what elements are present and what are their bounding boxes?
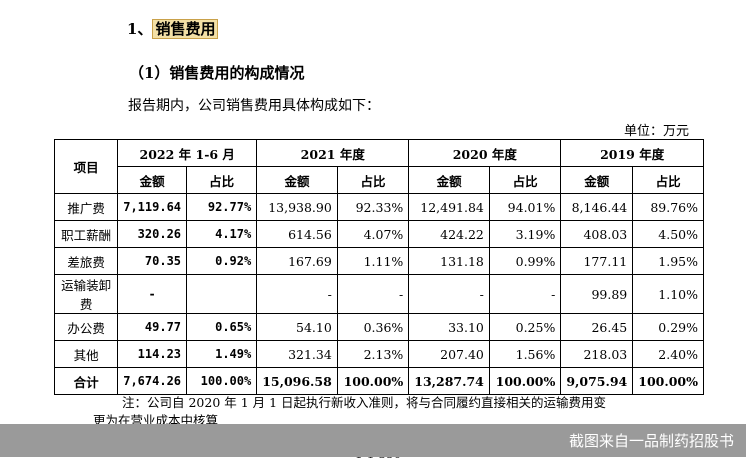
intro-text: 报告期内，公司销售费用具体构成如下： bbox=[128, 98, 380, 114]
watermark-text: 截图来自一品制药招股书 bbox=[568, 432, 734, 450]
amount-cell: 424.22 bbox=[408, 220, 490, 248]
header-row-metrics: 金额 占比 金额 占比 金额 占比 金额 占比 bbox=[55, 166, 704, 194]
footnote-line-1: 注：公司自 2020 年 1 月 1 日起执行新收入准则，将与合同履约直接相关的… bbox=[122, 395, 607, 410]
amount-cell: 7,119.64 bbox=[117, 193, 188, 221]
amount-cell: 33.10 bbox=[408, 313, 490, 341]
row-label: 差旅费 bbox=[53, 247, 119, 275]
period-header-2022h1: 2022 年 1-6 月 bbox=[117, 139, 258, 167]
table-row: 办公费 49.77 0.65% 54.10 0.36% 33.10 0.25% 26.45 0.… bbox=[53, 313, 704, 341]
share-cell: 89.76% bbox=[632, 193, 704, 221]
amount-cell: 7,674.26 bbox=[117, 367, 188, 395]
table-row: 其他 114.23 1.49% 321.34 2.13% 207.40 1.56% 218.0… bbox=[53, 340, 704, 368]
amount-header: 金额 bbox=[256, 166, 338, 194]
share-cell: 1.10% bbox=[632, 274, 704, 314]
amount-cell: 320.26 bbox=[117, 220, 188, 248]
share-cell: 92.33% bbox=[336, 193, 410, 221]
amount-cell: 114.23 bbox=[117, 340, 188, 368]
amount-cell: 99.89 bbox=[560, 274, 634, 314]
row-label: 运输装卸费 bbox=[53, 274, 119, 314]
section-heading: 1、 销售费用 bbox=[127, 18, 219, 39]
table-row: 推广费 7,119.64 92.77% 13,938.90 92.33% 12,491.8… bbox=[53, 193, 704, 221]
amount-cell: 207.40 bbox=[408, 340, 490, 368]
amount-header: 金额 bbox=[408, 166, 490, 194]
share-cell: 94.01% bbox=[488, 193, 562, 221]
header-row-periods: 项目 2022 年 1-6 月 2021 年度 2020 年度 2019 年度 bbox=[53, 139, 704, 194]
row-label: 推广费 bbox=[53, 193, 119, 221]
share-cell: 1.11% bbox=[336, 247, 410, 275]
share-cell: 4.17% bbox=[186, 220, 258, 248]
share-header: 占比 bbox=[488, 166, 562, 194]
row-label: 其他 bbox=[53, 340, 119, 368]
share-cell: 0.65% bbox=[186, 313, 258, 341]
section-number: 1、 bbox=[127, 20, 153, 38]
share-cell: 2.40% bbox=[632, 340, 704, 368]
amount-cell: 321.34 bbox=[256, 340, 338, 368]
amount-cell: - bbox=[256, 274, 338, 314]
share-cell: 1.95% bbox=[632, 247, 704, 275]
share-cell: 0.92% bbox=[186, 247, 258, 275]
amount-cell: 13,938.90 bbox=[256, 193, 338, 221]
subsection-title: （1）销售费用的构成情况 bbox=[129, 64, 305, 82]
share-cell: 0.36% bbox=[336, 313, 410, 341]
period-header-2020: 2020 年度 bbox=[408, 139, 562, 167]
amount-cell: 614.56 bbox=[256, 220, 338, 248]
amount-cell: 8,146.44 bbox=[560, 193, 634, 221]
amount-cell: 12,491.84 bbox=[408, 193, 490, 221]
amount-cell: 15,096.58 bbox=[256, 367, 338, 395]
item-header: 项目 bbox=[53, 139, 119, 194]
amount-cell: - bbox=[117, 274, 188, 314]
table-row: 职工薪酬 320.26 4.17% 614.56 4.07% 424.22 3.19% 408… bbox=[53, 220, 704, 248]
share-cell: - bbox=[488, 274, 562, 314]
share-cell: 0.25% bbox=[488, 313, 562, 341]
period-header-2021: 2021 年度 bbox=[256, 139, 410, 167]
share-cell: 4.50% bbox=[632, 220, 704, 248]
share-cell: 3.19% bbox=[488, 220, 562, 248]
amount-cell: 70.35 bbox=[117, 247, 188, 275]
share-cell: 1.49% bbox=[186, 340, 258, 368]
share-header: 占比 bbox=[632, 166, 704, 194]
amount-cell: 9,075.94 bbox=[560, 367, 634, 395]
total-row: 合计 7,674.26 100.00% 15,096.58 100.00% 13,287.… bbox=[53, 367, 704, 395]
share-header: 占比 bbox=[336, 166, 410, 194]
amount-cell: 167.69 bbox=[256, 247, 338, 275]
share-cell: - bbox=[336, 274, 410, 314]
share-cell: 0.29% bbox=[632, 313, 704, 341]
row-label: 职工薪酬 bbox=[53, 220, 119, 248]
amount-cell: 26.45 bbox=[560, 313, 634, 341]
amount-header: 金额 bbox=[117, 166, 188, 194]
amount-cell: 54.10 bbox=[256, 313, 338, 341]
share-cell: 1.56% bbox=[488, 340, 562, 368]
share-cell: 100.00% bbox=[632, 367, 704, 395]
period-header-2019: 2019 年度 bbox=[560, 139, 704, 167]
share-cell: 100.00% bbox=[488, 367, 562, 395]
amount-cell: 177.11 bbox=[560, 247, 634, 275]
unit-label: 单位：万元 bbox=[624, 124, 690, 139]
row-label: 办公费 bbox=[53, 313, 119, 341]
total-label: 合计 bbox=[53, 367, 119, 395]
share-cell: 2.13% bbox=[336, 340, 410, 368]
watermark-bar bbox=[0, 424, 746, 457]
amount-cell: - bbox=[408, 274, 490, 314]
amount-cell: 218.03 bbox=[560, 340, 634, 368]
share-header: 占比 bbox=[186, 166, 258, 194]
table-row: 差旅费 70.35 0.92% 167.69 1.11% 131.18 0.99% 177.1… bbox=[53, 247, 704, 275]
amount-cell: 13,287.74 bbox=[408, 367, 490, 395]
table-row: 运输装卸费 - - - - -99.89 1.10% bbox=[53, 274, 704, 314]
share-cell: 0.99% bbox=[488, 247, 562, 275]
share-cell: 4.07% bbox=[336, 220, 410, 248]
amount-cell: 408.03 bbox=[560, 220, 634, 248]
share-cell bbox=[186, 274, 258, 314]
section-title-highlight: 销售费用 bbox=[152, 19, 219, 39]
sales-expense-table: 项目 2022 年 1-6 月 2021 年度 2020 年度 2019 年度 … bbox=[53, 139, 704, 395]
share-cell: 100.00% bbox=[336, 367, 410, 395]
amount-cell: 49.77 bbox=[117, 313, 188, 341]
share-cell: 100.00% bbox=[186, 367, 258, 395]
share-cell: 92.77% bbox=[186, 193, 258, 221]
amount-cell: 131.18 bbox=[408, 247, 490, 275]
amount-header: 金额 bbox=[560, 166, 634, 194]
